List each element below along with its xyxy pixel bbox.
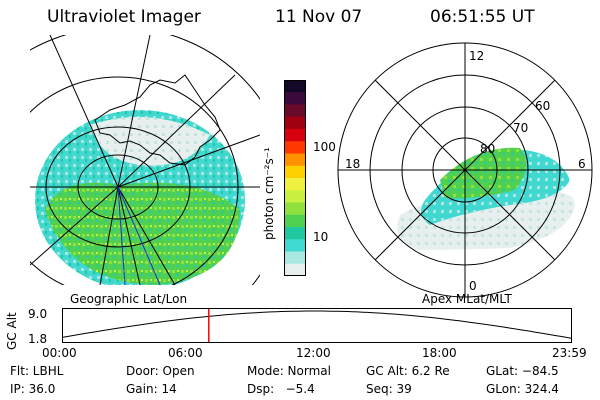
colorbar-band: [284, 263, 306, 276]
colorbar-band: [284, 190, 306, 203]
orbit-ytick-top: 9.0: [28, 307, 47, 321]
coastline: [94, 74, 221, 166]
colorbar-band: [284, 153, 306, 167]
colorbar-band: [284, 116, 306, 130]
status-mode: Mode: Normal: [247, 364, 331, 378]
colorbar-band: [284, 251, 306, 265]
colorbar-band: [284, 239, 306, 252]
status-dsp: Dsp: −5.4: [247, 382, 315, 396]
instrument-title: Ultraviolet Imager: [47, 7, 201, 27]
colorbar-band: [284, 141, 306, 154]
colorbar-band: [284, 165, 306, 179]
status-seq: Seq: 39: [366, 382, 412, 396]
colorbar-label: photon cm⁻²s⁻¹: [262, 147, 276, 240]
colorbar-band: [284, 214, 306, 228]
polar-grid: [337, 42, 593, 298]
lat-label-70: 70: [513, 121, 528, 135]
colorbar-band: [284, 104, 306, 118]
orbit-ylabel: GC Alt: [5, 312, 19, 350]
status-gain: Gain: 14: [126, 382, 177, 396]
mlt-label-18: 18: [345, 157, 360, 171]
colorbar-band: [284, 129, 306, 142]
mlt-label-6: 6: [578, 157, 586, 171]
colorbar-tick-10: 10: [313, 230, 329, 244]
left-panel-caption: Geographic Lat/Lon: [70, 292, 188, 306]
lat-label-60: 60: [535, 99, 550, 113]
lat-label-80: 80: [480, 142, 495, 156]
dayside-region: [90, 117, 210, 166]
mlt-label-12: 12: [469, 49, 484, 63]
status-gc-alt: GC Alt: 6.2 Re: [366, 364, 450, 378]
status-glon: GLon: 324.4: [486, 382, 559, 396]
orbit-xtick-1200: 12:00: [296, 346, 331, 360]
orbit-xtick-1800: 18:00: [422, 346, 457, 360]
orbit-xtick-0000: 00:00: [42, 346, 77, 360]
colorbar-band: [284, 178, 306, 191]
colorbar-tick-100: 100: [313, 140, 336, 154]
orbit-xtick-0600: 06:00: [168, 346, 203, 360]
colorbar-band: [284, 202, 306, 216]
colorbar-band: [284, 80, 306, 93]
orbit-plot: GC Alt 9.0 1.8: [5, 307, 572, 350]
colorbar-band: [284, 227, 306, 240]
orbit-ytick-bottom: 1.8: [28, 332, 47, 346]
status-flt: Flt: LBHL: [10, 364, 64, 378]
polar-data: [397, 147, 575, 250]
mlt-label-0: 0: [469, 279, 477, 293]
colorbar-band: [284, 92, 306, 105]
right-panel-caption: Apex MLat/MLT: [422, 292, 512, 306]
status-ip: IP: 36.0: [10, 382, 56, 396]
geographic-image: [30, 35, 260, 285]
date-label: 11 Nov 07: [275, 7, 363, 27]
status-door: Door: Open: [126, 364, 195, 378]
orbit-xtick-2359: 23:59: [552, 346, 587, 360]
status-glat: GLat: −84.5: [486, 364, 559, 378]
time-label: 06:51:55 UT: [430, 7, 535, 27]
polar-plot: 12 18 6 0 60 70 80: [337, 42, 593, 298]
colorbar: [284, 80, 306, 276]
